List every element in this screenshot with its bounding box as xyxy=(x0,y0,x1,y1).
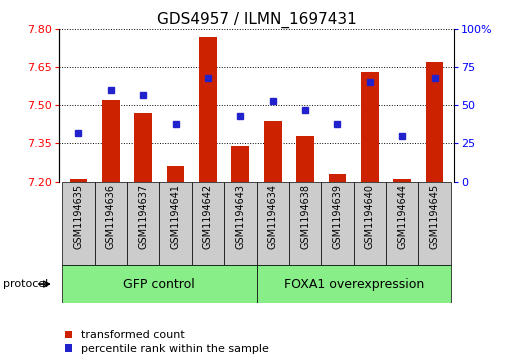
Bar xyxy=(231,146,249,182)
Text: GSM1194642: GSM1194642 xyxy=(203,184,213,249)
Bar xyxy=(296,136,314,182)
Bar xyxy=(426,62,443,182)
Bar xyxy=(94,182,127,265)
Text: GSM1194644: GSM1194644 xyxy=(397,184,407,249)
Bar xyxy=(160,182,192,265)
Text: GSM1194635: GSM1194635 xyxy=(73,184,84,249)
Title: GDS4957 / ILMN_1697431: GDS4957 / ILMN_1697431 xyxy=(156,12,357,28)
Bar xyxy=(127,182,160,265)
Bar xyxy=(386,182,419,265)
Bar xyxy=(353,182,386,265)
Text: GSM1194639: GSM1194639 xyxy=(332,184,343,249)
Bar xyxy=(199,37,217,182)
Text: GSM1194638: GSM1194638 xyxy=(300,184,310,249)
Bar xyxy=(321,182,353,265)
Bar xyxy=(328,174,346,182)
Text: protocol: protocol xyxy=(3,279,48,289)
Bar xyxy=(224,182,256,265)
Bar xyxy=(289,182,321,265)
Bar xyxy=(419,182,451,265)
Bar xyxy=(70,179,87,182)
Text: FOXA1 overexpression: FOXA1 overexpression xyxy=(284,278,424,290)
Text: GSM1194645: GSM1194645 xyxy=(429,184,440,249)
Bar xyxy=(361,72,379,182)
Bar xyxy=(167,166,185,182)
Bar xyxy=(256,182,289,265)
Text: GSM1194643: GSM1194643 xyxy=(235,184,245,249)
Bar xyxy=(192,182,224,265)
Text: GFP control: GFP control xyxy=(124,278,195,290)
Bar xyxy=(393,179,411,182)
Text: GSM1194641: GSM1194641 xyxy=(170,184,181,249)
Bar xyxy=(62,182,94,265)
Bar xyxy=(256,265,451,303)
Text: GSM1194640: GSM1194640 xyxy=(365,184,375,249)
Legend: transformed count, percentile rank within the sample: transformed count, percentile rank withi… xyxy=(65,330,269,354)
Text: GSM1194636: GSM1194636 xyxy=(106,184,116,249)
Bar xyxy=(264,121,282,182)
Bar xyxy=(102,100,120,182)
Bar xyxy=(134,113,152,182)
Text: GSM1194637: GSM1194637 xyxy=(138,184,148,249)
Bar xyxy=(62,265,256,303)
Text: GSM1194634: GSM1194634 xyxy=(268,184,278,249)
